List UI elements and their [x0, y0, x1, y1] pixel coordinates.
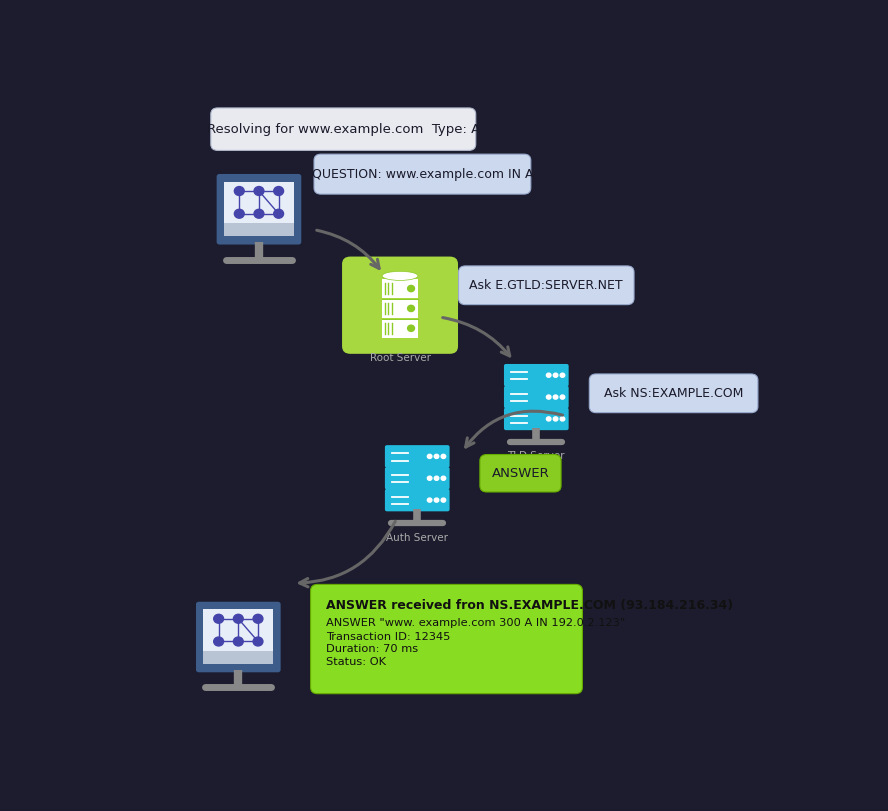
Circle shape	[546, 417, 551, 421]
Circle shape	[427, 454, 432, 458]
FancyBboxPatch shape	[385, 489, 449, 512]
Text: Duration: 70 ms: Duration: 70 ms	[327, 645, 418, 654]
Circle shape	[234, 209, 244, 218]
Circle shape	[253, 637, 263, 646]
FancyBboxPatch shape	[385, 445, 449, 468]
Circle shape	[553, 417, 558, 421]
FancyBboxPatch shape	[590, 374, 757, 413]
Circle shape	[408, 305, 415, 311]
Circle shape	[408, 285, 415, 292]
Circle shape	[254, 187, 264, 195]
Circle shape	[274, 209, 283, 218]
Circle shape	[553, 395, 558, 399]
FancyBboxPatch shape	[382, 279, 418, 298]
FancyBboxPatch shape	[196, 602, 281, 672]
Text: Transaction ID: 12345: Transaction ID: 12345	[327, 632, 451, 642]
Circle shape	[441, 454, 446, 458]
Circle shape	[274, 187, 283, 195]
Circle shape	[434, 498, 439, 502]
FancyBboxPatch shape	[504, 386, 568, 408]
Circle shape	[441, 476, 446, 480]
Text: Root Server: Root Server	[369, 354, 431, 363]
Circle shape	[546, 395, 551, 399]
Circle shape	[560, 373, 565, 377]
FancyBboxPatch shape	[385, 467, 449, 490]
Text: Resolving for www.example.com  Type: A: Resolving for www.example.com Type: A	[207, 122, 480, 135]
Circle shape	[560, 395, 565, 399]
FancyBboxPatch shape	[217, 174, 301, 245]
Text: Ask NS:EXAMPLE.COM: Ask NS:EXAMPLE.COM	[604, 387, 743, 400]
Text: Auth Server: Auth Server	[386, 533, 448, 543]
Text: TLD Server: TLD Server	[508, 452, 565, 461]
Text: QUESTION: www.example.com IN A: QUESTION: www.example.com IN A	[312, 168, 533, 181]
FancyBboxPatch shape	[311, 585, 583, 693]
FancyBboxPatch shape	[210, 108, 476, 150]
Circle shape	[441, 498, 446, 502]
Text: ANSWER: ANSWER	[492, 467, 550, 480]
FancyBboxPatch shape	[382, 299, 418, 318]
Circle shape	[427, 476, 432, 480]
FancyBboxPatch shape	[224, 182, 294, 223]
Circle shape	[234, 614, 243, 623]
Circle shape	[427, 498, 432, 502]
FancyBboxPatch shape	[504, 364, 568, 387]
FancyBboxPatch shape	[224, 223, 294, 237]
FancyBboxPatch shape	[382, 319, 418, 337]
FancyBboxPatch shape	[458, 266, 634, 305]
Circle shape	[553, 373, 558, 377]
FancyBboxPatch shape	[504, 408, 568, 430]
Ellipse shape	[382, 272, 418, 281]
Circle shape	[408, 325, 415, 332]
FancyBboxPatch shape	[314, 154, 531, 194]
Circle shape	[253, 614, 263, 623]
Circle shape	[214, 637, 224, 646]
FancyBboxPatch shape	[203, 610, 274, 650]
Circle shape	[234, 187, 244, 195]
Circle shape	[254, 209, 264, 218]
Circle shape	[560, 417, 565, 421]
Circle shape	[434, 476, 439, 480]
Circle shape	[234, 637, 243, 646]
Circle shape	[434, 454, 439, 458]
Text: Status: OK: Status: OK	[327, 657, 386, 667]
Text: ANSWER received fron NS.EXAMPLE.COM (93.184.216.34): ANSWER received fron NS.EXAMPLE.COM (93.…	[327, 599, 733, 611]
Circle shape	[214, 614, 224, 623]
FancyBboxPatch shape	[342, 256, 458, 354]
Circle shape	[546, 373, 551, 377]
Text: Ask E.GTLD:SERVER.NET: Ask E.GTLD:SERVER.NET	[470, 279, 623, 292]
FancyBboxPatch shape	[480, 454, 561, 492]
Text: ANSWER "www. example.com 300 A IN 192.0.2.123": ANSWER "www. example.com 300 A IN 192.0.…	[327, 617, 626, 628]
FancyBboxPatch shape	[203, 651, 274, 664]
